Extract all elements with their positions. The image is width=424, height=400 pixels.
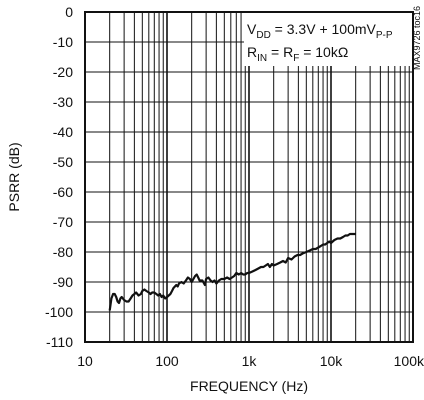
annotation-line-2-end: = 10kΩ xyxy=(299,44,348,60)
annotation-line-1: VDD = 3.3V + 100mVP-P xyxy=(247,21,393,41)
annotation-line-2-sub2: F xyxy=(293,53,299,64)
annotation-line-1-sub1: DD xyxy=(256,30,270,41)
annotation-line-2-sub1: IN xyxy=(257,53,267,64)
annotation-line-2: RIN = RF = 10kΩ xyxy=(247,44,348,64)
y-tick-label: -60 xyxy=(53,184,73,200)
x-tick-label: 100 xyxy=(155,353,179,369)
x-tick-label: 10k xyxy=(320,353,344,369)
y-tick-label: -90 xyxy=(53,274,73,290)
y-tick-label: -80 xyxy=(53,244,73,260)
plot-frame xyxy=(84,11,414,343)
y-tick-label: -20 xyxy=(53,64,73,80)
y-tick-label: -40 xyxy=(53,124,73,140)
side-label: MAX9726 toc16 xyxy=(412,6,422,70)
y-tick-label: 0 xyxy=(65,4,73,20)
y-tick-label: -10 xyxy=(53,34,73,50)
annotation-line-2-mid: = R xyxy=(267,44,293,60)
y-axis-title: PSRR (dB) xyxy=(6,142,22,211)
x-tick-label: 1k xyxy=(242,353,258,369)
x-axis-title: FREQUENCY (Hz) xyxy=(190,378,308,394)
y-tick-label: -70 xyxy=(53,214,73,230)
annotation-line-1-sub2: P-P xyxy=(376,30,393,41)
y-tick-label: -100 xyxy=(45,304,73,320)
y-tick-label: -30 xyxy=(53,94,73,110)
y-tick-label: -50 xyxy=(53,154,73,170)
annotation-line-2-main: R xyxy=(247,44,257,60)
y-tick-label: -110 xyxy=(46,334,73,350)
x-tick-label: 100k xyxy=(394,353,424,369)
x-tick-label: 10 xyxy=(77,353,93,369)
psrr-series-line xyxy=(108,232,356,311)
annotation-line-1-mid: = 3.3V + 100mV xyxy=(271,21,377,37)
annotation-box xyxy=(244,11,413,66)
annotation-line-1-main: V xyxy=(247,21,257,37)
